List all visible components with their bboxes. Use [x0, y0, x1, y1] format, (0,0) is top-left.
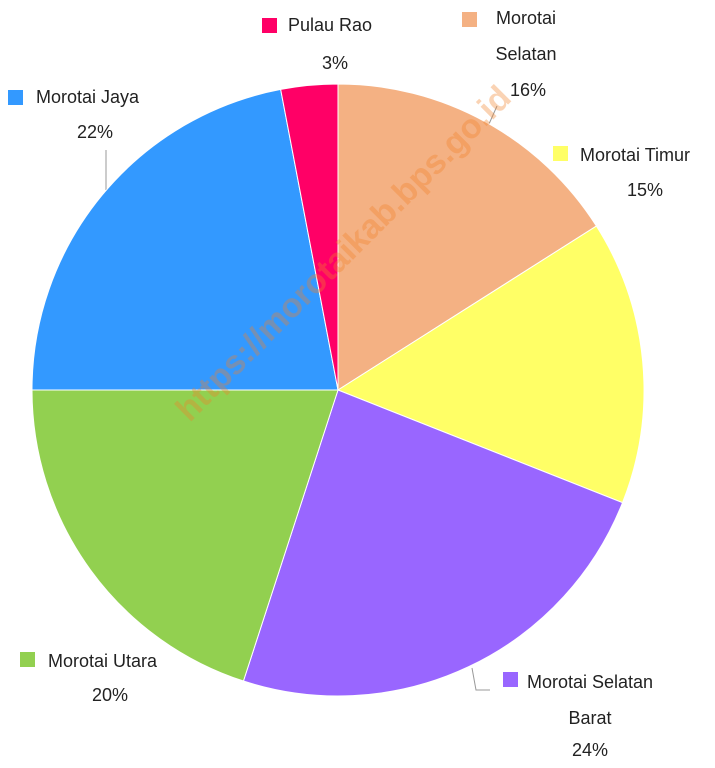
leader-line [488, 105, 498, 125]
slice-label: Pulau Rao [288, 15, 373, 35]
legend-swatch [553, 146, 568, 161]
value-label: 16% [509, 80, 547, 100]
legend-swatch [462, 12, 477, 27]
slice [31, 88, 339, 391]
slice-label: Morotai Utara [48, 651, 158, 671]
slice [242, 389, 624, 697]
leader-line [471, 667, 490, 691]
slice [280, 83, 339, 391]
value-label: 22% [76, 122, 114, 142]
legend-swatch [503, 672, 518, 687]
legend-swatch [262, 18, 277, 33]
value-label: 20% [91, 685, 129, 705]
slices [31, 83, 645, 697]
slice [336, 225, 645, 504]
slice-label: Morotai Jaya [36, 87, 140, 107]
slice-label: Morotai Timur [580, 145, 691, 165]
slice-label: Morotai Selatan [495, 8, 557, 64]
value-label: 3% [321, 53, 348, 73]
value-label: 24% [571, 740, 609, 760]
slice [337, 83, 598, 391]
legend-swatch [8, 90, 23, 105]
slice-label: Morotai Selatan Barat [526, 672, 654, 728]
legend-swatch [20, 652, 35, 667]
value-label: 15% [626, 180, 664, 200]
leader-lines [105, 105, 498, 691]
slice [31, 389, 339, 682]
